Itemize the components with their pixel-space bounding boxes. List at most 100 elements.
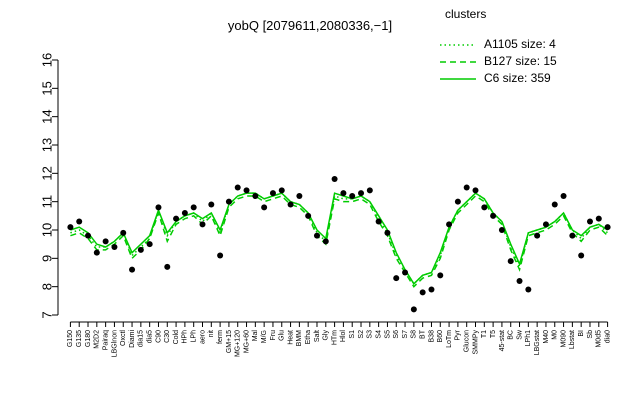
x-tick-label: BI	[578, 330, 585, 337]
x-tick-label: Oxctl	[120, 330, 127, 346]
legend-title: clusters	[445, 7, 486, 21]
x-tick-label: G150	[67, 330, 74, 347]
x-tick-label: ferm	[217, 330, 224, 344]
x-tick-label: C90	[155, 330, 162, 343]
x-tick-label: B60	[437, 330, 444, 343]
x-tick-label: MG+60	[243, 330, 250, 353]
y-tick-label: 16	[39, 53, 54, 67]
x-tick-label: Lbstat	[569, 330, 576, 349]
x-tick-label: LPh	[191, 330, 198, 343]
chart-title: yobQ [2079611,2080336,−1]	[228, 18, 392, 33]
y-tick-label: 12	[39, 166, 54, 180]
point	[164, 263, 171, 270]
x-tick-label: Pyr	[455, 329, 462, 340]
point	[349, 193, 356, 199]
x-tick-label: Sb	[587, 330, 594, 339]
x-tick-label: S3	[367, 330, 374, 339]
point	[93, 249, 100, 256]
point	[384, 229, 391, 236]
x-tick-label: M090	[560, 330, 567, 348]
point	[375, 218, 382, 225]
x-tick-label: Sw	[516, 329, 523, 340]
y-tick-label: 7	[39, 311, 54, 318]
x-tick-label: Cold	[173, 330, 180, 345]
point	[498, 227, 505, 233]
x-tick-label: Glucon	[464, 330, 471, 352]
x-tick-label: aero	[199, 330, 206, 344]
point	[129, 266, 136, 273]
x-tick-label: S7	[402, 330, 409, 339]
point	[208, 201, 215, 208]
point	[578, 252, 585, 259]
point	[419, 289, 426, 296]
x-tick-label: S4	[375, 330, 382, 339]
point	[393, 275, 400, 282]
x-tick-label: dia5	[147, 330, 154, 343]
point	[542, 221, 549, 228]
x-tick-label: SMMPy	[472, 330, 479, 355]
x-tick-label: M40	[543, 330, 550, 344]
legend-label: B127 size: 15	[484, 54, 557, 68]
x-tick-label: dia0	[604, 330, 611, 343]
x-tick-label: Mal	[252, 330, 259, 342]
point	[454, 198, 461, 205]
y-tick-label: 13	[39, 138, 54, 152]
point	[534, 232, 541, 239]
y-tick-label: 14	[39, 109, 54, 123]
point	[428, 286, 435, 293]
point	[560, 193, 567, 199]
point	[437, 272, 444, 279]
legend-label: A1105 size: 4	[484, 37, 556, 51]
point	[481, 204, 488, 211]
point	[595, 215, 602, 222]
legend-label: C6 size: 359	[484, 71, 551, 85]
point	[234, 184, 241, 191]
x-tick-label: BMM	[296, 330, 303, 347]
x-tick-label: nit	[208, 330, 215, 337]
x-tick-label: S2	[358, 330, 365, 339]
point	[252, 193, 259, 199]
y-tick-label: 15	[39, 81, 54, 95]
point	[190, 204, 197, 211]
point	[551, 201, 558, 208]
x-tick-label: M2D2	[94, 330, 101, 349]
x-tick-label: LoTm	[446, 330, 453, 348]
point	[402, 269, 409, 276]
point	[446, 221, 453, 228]
x-tick-label: Salt	[314, 330, 321, 342]
point	[199, 221, 206, 228]
x-tick-label: M0	[552, 330, 559, 340]
x-tick-label: M/G	[261, 330, 268, 343]
point	[111, 244, 118, 250]
point	[516, 278, 523, 284]
point	[67, 224, 74, 231]
x-tick-label: B38	[428, 330, 435, 343]
x-tick-label: Pairaq	[102, 330, 109, 350]
x-tick-label: T1	[481, 330, 488, 338]
point	[76, 218, 83, 225]
point	[604, 224, 611, 231]
x-tick-label: G135	[76, 330, 83, 347]
x-tick-label: S5	[384, 330, 391, 339]
x-tick-label: S1	[349, 330, 356, 339]
x-tick-label: S6	[393, 330, 400, 339]
x-tick-label: Etha	[305, 330, 312, 345]
x-tick-label: Diami	[129, 330, 136, 348]
point	[296, 193, 303, 199]
point	[137, 246, 144, 253]
point	[120, 229, 127, 236]
point	[463, 184, 470, 191]
y-tick-label: 10	[39, 223, 54, 237]
x-tick-label: T5	[490, 330, 497, 338]
point	[155, 204, 162, 211]
x-tick-label: Glu	[279, 330, 286, 341]
y-tick-label: 11	[39, 195, 54, 209]
point	[525, 286, 532, 293]
point	[490, 212, 497, 219]
x-tick-label: M0d5	[596, 330, 603, 348]
point	[217, 252, 224, 259]
point	[181, 210, 188, 216]
x-tick-label: Fru	[270, 330, 277, 341]
point	[410, 306, 417, 313]
point	[322, 238, 329, 245]
